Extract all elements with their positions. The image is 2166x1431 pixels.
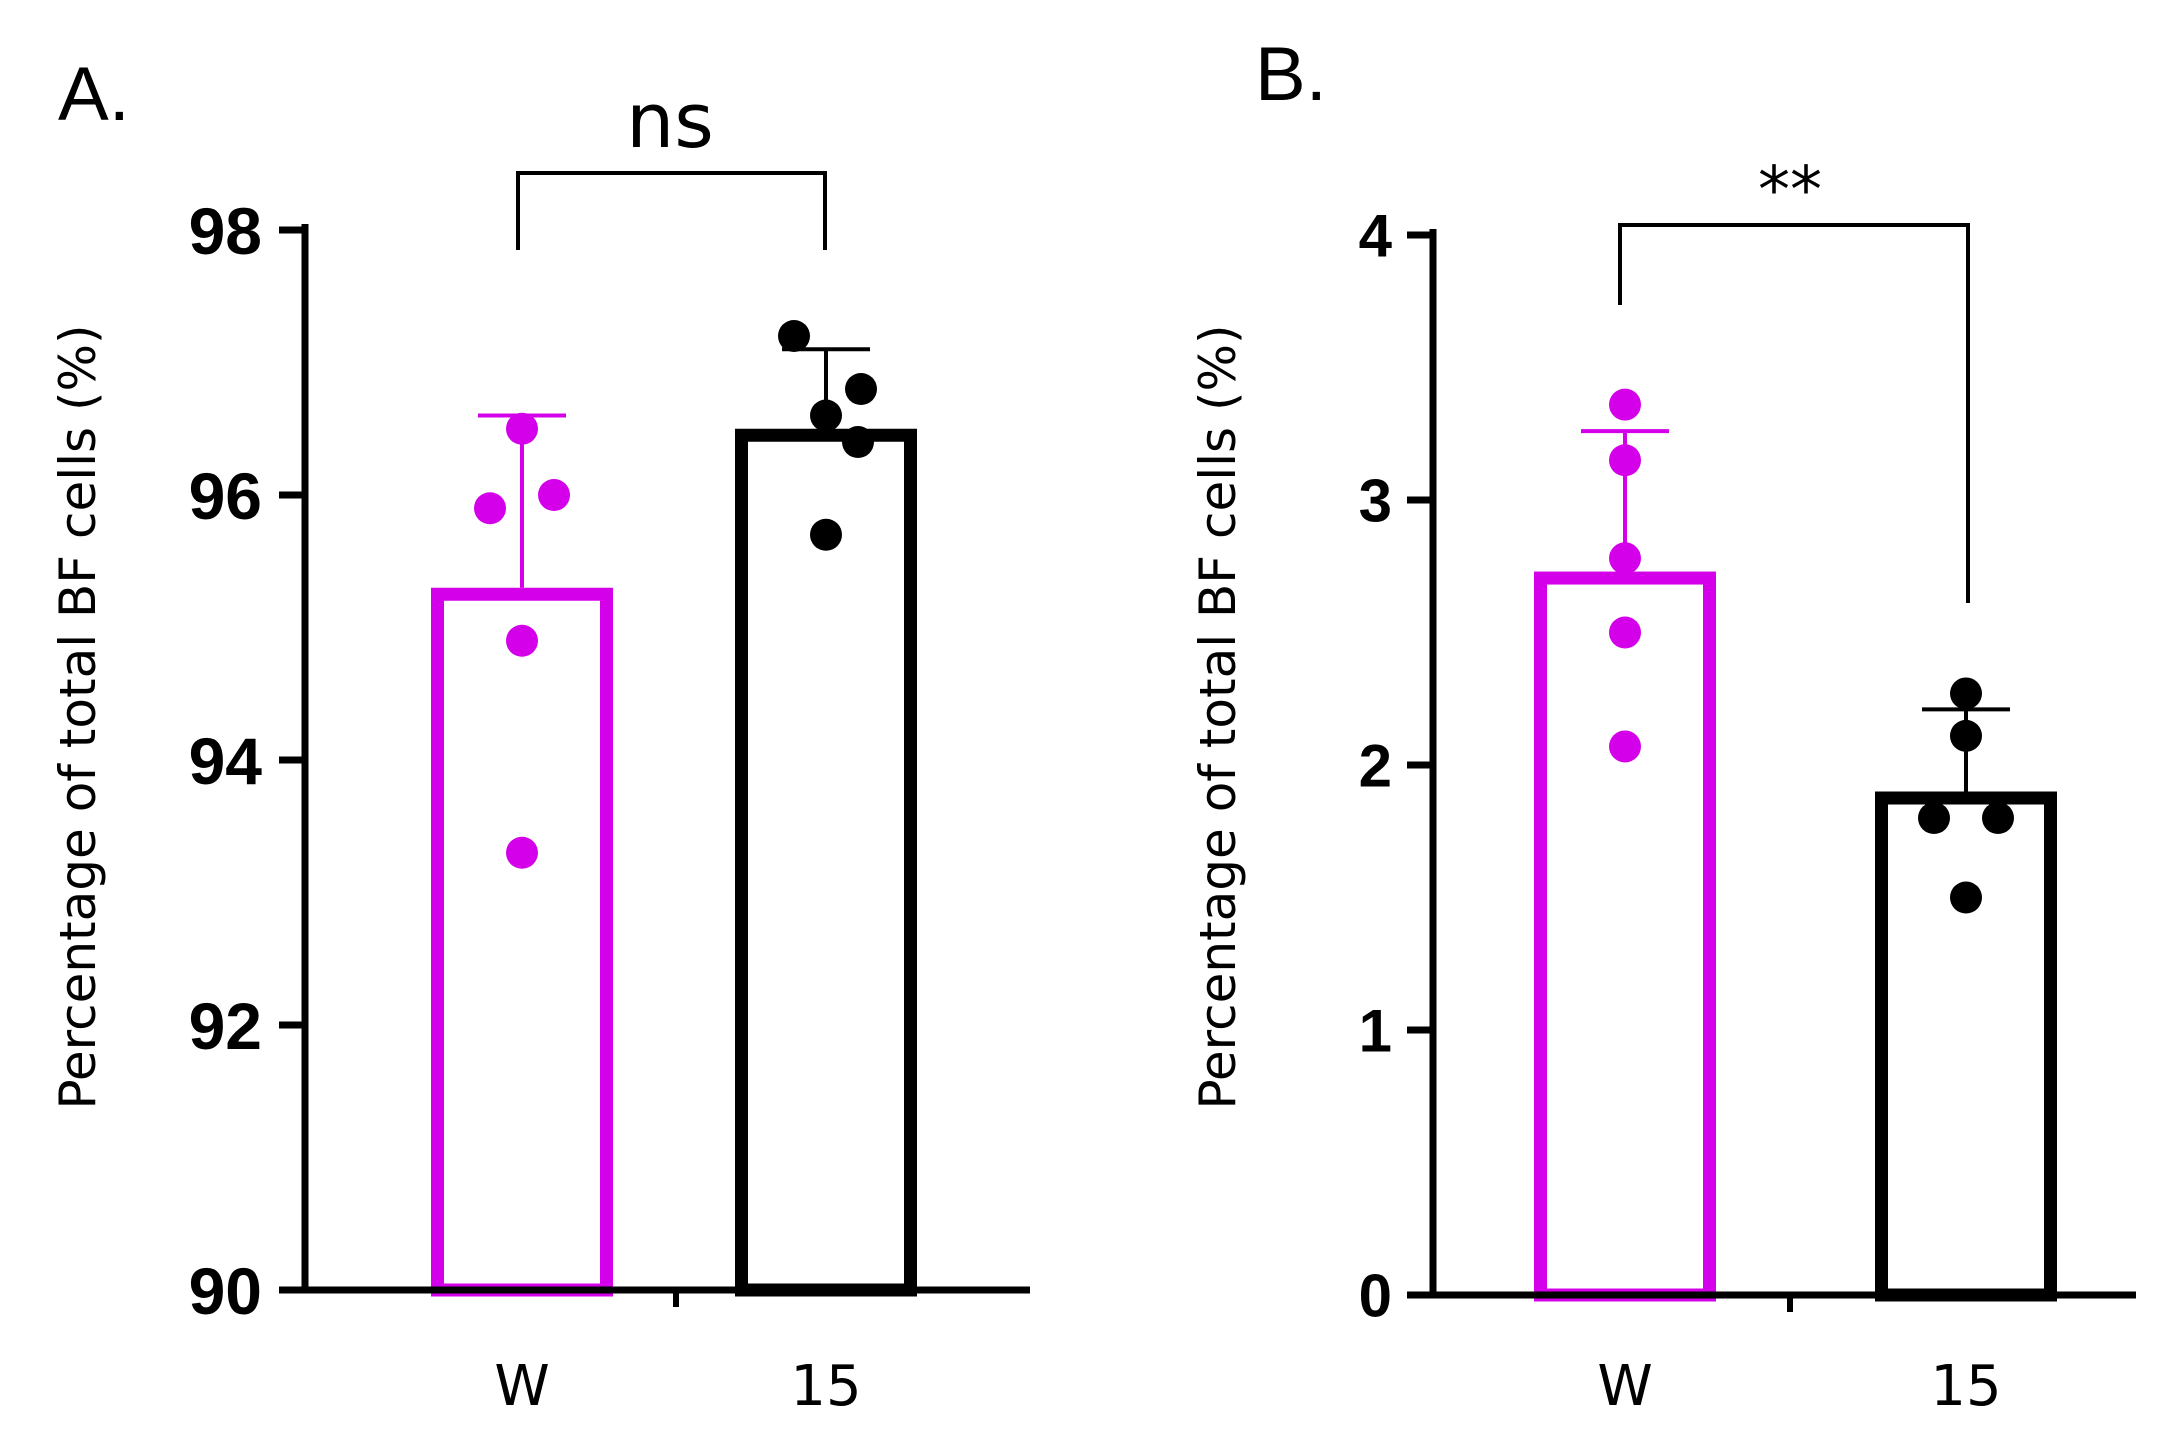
panel-b-y-tick-label-3: 3 <box>1359 468 1392 535</box>
panel-a-y-tick-label-1: 92 <box>189 989 262 1063</box>
panel-a-point-1-1 <box>810 399 842 432</box>
panel-b-bar-0 <box>1534 571 1716 1302</box>
panel-b-point-0-4 <box>1609 730 1641 763</box>
panel-a-y-tick-label-0: 90 <box>189 1254 262 1328</box>
panel-b-point-0-1 <box>1609 444 1641 477</box>
panel-a-point-0-1 <box>474 492 506 525</box>
panel-b: B. Percentage of total BF cells (%) W 15… <box>1189 32 2136 1419</box>
panel-a-point-0-0 <box>506 412 538 445</box>
panel-b-y-tick-label-4: 4 <box>1359 203 1393 270</box>
panel-a-y-axis-label: Percentage of total BF cells (%) <box>49 325 107 1110</box>
panel-a-point-0-2 <box>538 479 570 511</box>
panel-b-x-tick-label-w: W <box>1597 1354 1652 1419</box>
panel-b-point-0-0 <box>1609 388 1641 421</box>
panel-a-point-0-4 <box>506 836 538 869</box>
panel-b-y-axis-label: Percentage of total BF cells (%) <box>1189 325 1247 1110</box>
panel-a-y-tick-label-4: 98 <box>189 194 262 268</box>
panel-a-point-1-2 <box>845 373 877 405</box>
panel-b-point-1-0 <box>1950 677 1982 710</box>
panel-b-point-1-2 <box>1918 802 1950 834</box>
panel-a-x-tick-label-w: W <box>494 1354 549 1419</box>
panel-b-significance-label: ** <box>1758 154 1822 228</box>
panel-b-bar-1 <box>1875 791 2057 1302</box>
panel-a-y-tick-label-3: 96 <box>189 459 262 533</box>
panel-b-x-tick-label-15: 15 <box>1930 1354 2001 1419</box>
panel-b-point-1-4 <box>1950 881 1982 914</box>
panel-a: A. Percentage of total BF cells (%) W 15… <box>49 52 1030 1419</box>
panel-a-significance-label: ns <box>626 76 714 165</box>
panel-a-x-tick-label-15: 15 <box>790 1354 861 1419</box>
panel-b-significance-bracket <box>1618 223 1970 603</box>
panel-b-point-1-3 <box>1982 802 2014 834</box>
panel-a-point-0-3 <box>506 624 538 657</box>
panel-a-point-1-4 <box>810 518 842 551</box>
panel-a-y-tick-label-2: 94 <box>189 724 263 798</box>
panel-a-bar-1 <box>735 428 917 1297</box>
panel-a-bar-0 <box>431 587 613 1297</box>
panel-b-point-1-1 <box>1950 719 1982 752</box>
panel-b-y-tick-label-0: 0 <box>1359 1263 1392 1330</box>
panel-b-label: B. <box>1255 32 1327 117</box>
panel-b-y-tick-label-1: 1 <box>1359 998 1392 1065</box>
panel-b-y-tick-label-2: 2 <box>1359 733 1392 800</box>
panel-a-label: A. <box>58 52 130 137</box>
panel-a-point-1-0 <box>778 320 810 352</box>
panel-b-point-0-3 <box>1609 616 1641 649</box>
panel-b-point-0-2 <box>1609 542 1641 575</box>
panel-a-point-1-3 <box>842 426 874 458</box>
panel-a-significance-bracket <box>516 171 827 250</box>
